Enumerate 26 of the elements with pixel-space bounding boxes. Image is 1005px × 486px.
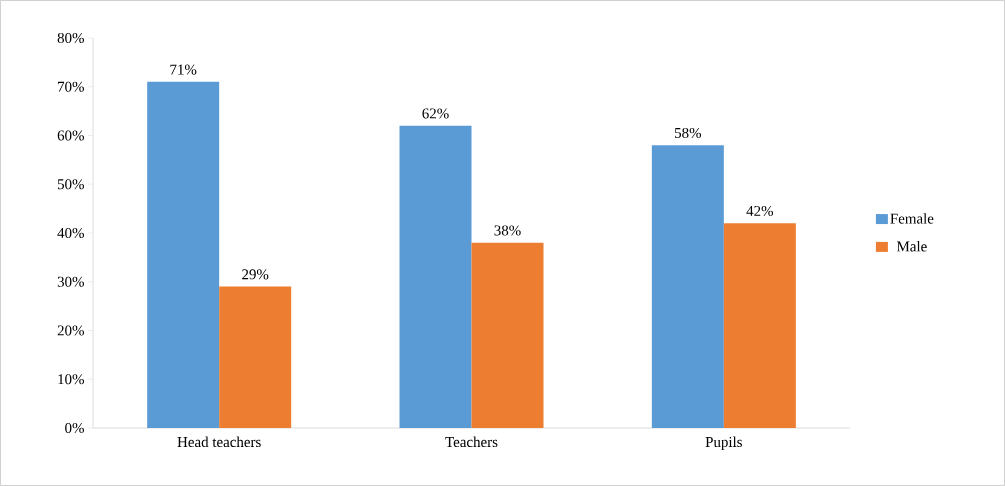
y-tick-label: 40%	[57, 227, 84, 239]
x-tick-label: Teachers	[445, 436, 498, 448]
data-label: 42%	[746, 205, 774, 217]
legend-label: Male	[896, 240, 927, 252]
bar	[723, 223, 796, 428]
bar	[147, 81, 220, 428]
data-label: 38%	[494, 225, 521, 236]
bar	[219, 286, 292, 428]
bar	[471, 242, 544, 428]
y-tick-label: 70%	[58, 81, 84, 92]
data-label: 29%	[242, 269, 269, 280]
y-tick-label: 60%	[57, 130, 84, 141]
y-tick-label: 30%	[57, 276, 84, 287]
legend-label: Female	[890, 213, 934, 224]
y-tick-label: 80%	[57, 32, 84, 44]
x-tick-label: Head teachers	[177, 436, 261, 448]
data-label: 58%	[675, 127, 702, 139]
bar	[399, 125, 472, 428]
bar	[651, 145, 724, 428]
x-tick-label: Pupils	[705, 436, 742, 451]
data-label: 71%	[170, 64, 197, 75]
y-tick-label: 0%	[65, 422, 84, 434]
data-label: 62%	[422, 108, 449, 119]
y-tick-label: 50%	[57, 179, 84, 190]
y-tick-label: 20%	[57, 325, 84, 336]
y-tick-label: 10%	[58, 374, 84, 385]
